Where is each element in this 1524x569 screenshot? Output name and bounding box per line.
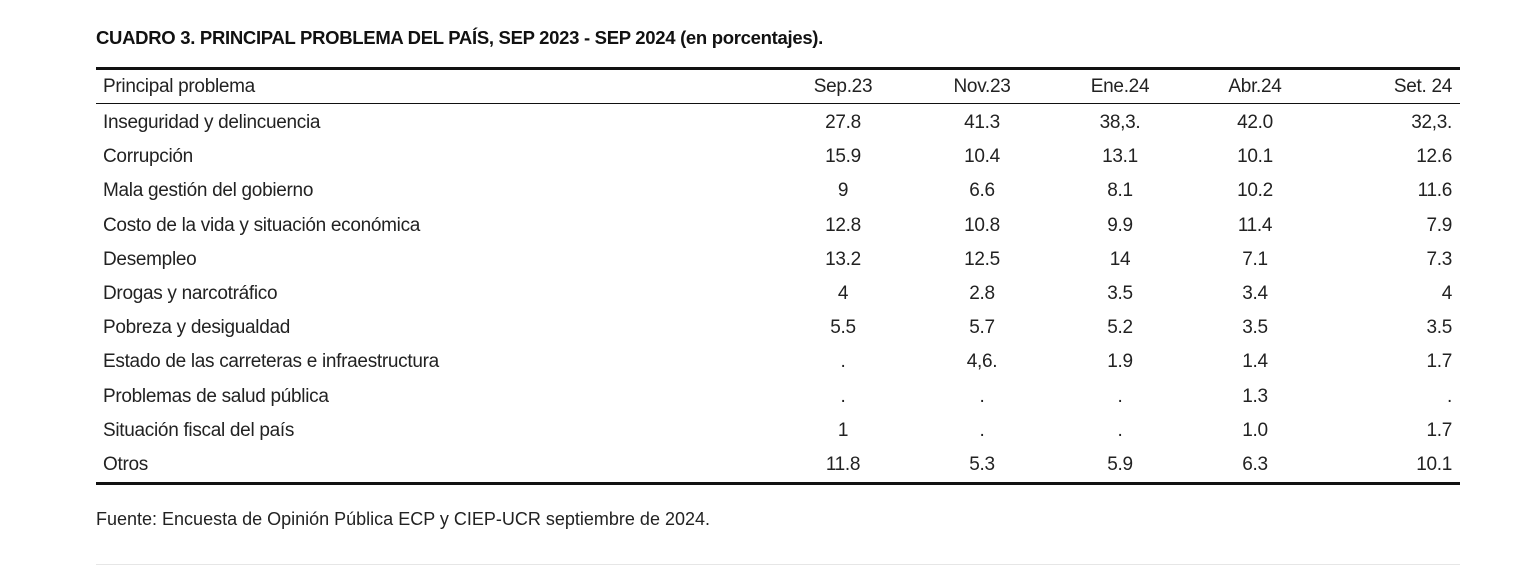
cell: 5.9 [1107, 454, 1133, 475]
cell: . [840, 385, 846, 407]
cell: 3.5 [1426, 317, 1452, 339]
cell: 9 [837, 180, 849, 202]
cell: 10.1 [1237, 146, 1273, 168]
cell: 15.9 [825, 146, 861, 168]
row-label: Estado de las carreteras e infraestructu… [103, 351, 439, 373]
cell: . [979, 385, 985, 407]
column-header: Sep.23 [813, 76, 873, 97]
cell: 1 [837, 419, 849, 441]
cell: 1.4 [1242, 351, 1268, 373]
row-label: Costo de la vida y situación económica [103, 214, 421, 236]
cell: 9.9 [1107, 214, 1133, 236]
row-label: Inseguridad y delincuencia [103, 112, 321, 133]
cell: 1.0 [1242, 419, 1268, 441]
table-title: CUADRO 3. PRINCIPAL PROBLEMA DEL PAÍS, S… [96, 27, 824, 48]
footnote: Fuente: Encuesta de Opinión Pública ECP … [96, 509, 710, 529]
cell: 11.8 [825, 454, 861, 475]
row-label: Pobreza y desigualdad [103, 317, 291, 339]
row-label: Corrupción [103, 146, 193, 168]
cell: . [840, 351, 846, 373]
cell: 5.7 [969, 317, 995, 339]
cell: 12.5 [964, 248, 1000, 270]
bottom-rule [96, 482, 1460, 485]
cell: 13.1 [1102, 146, 1138, 168]
row-label: Situación fiscal del país [103, 419, 295, 441]
cell: 12.6 [1416, 146, 1452, 168]
row-label: Otros [103, 454, 148, 475]
cell: 4,6. [966, 351, 998, 373]
cell: 2.8 [969, 283, 995, 304]
column-header: Set. 24 [1393, 76, 1452, 97]
cell: 10.2 [1237, 180, 1273, 202]
cell: . [1117, 419, 1123, 441]
cell: 13.2 [825, 248, 861, 270]
header-rule [96, 103, 1460, 104]
cell: . [979, 419, 985, 441]
cell: 3.4 [1242, 283, 1268, 304]
cell: 5.2 [1107, 317, 1133, 339]
cell: 10.1 [1416, 454, 1452, 475]
row-label: Desempleo [103, 248, 197, 270]
cell: 7.9 [1426, 214, 1452, 236]
cell: . [1447, 385, 1452, 407]
cell: 12.8 [825, 214, 861, 236]
cell: 7.3 [1426, 248, 1452, 270]
cell: 8.1 [1107, 180, 1133, 202]
cell: 11.4 [1237, 214, 1273, 236]
cell: 5.5 [830, 317, 856, 339]
cell: 7.1 [1242, 248, 1268, 270]
cell: 42.0 [1237, 112, 1273, 133]
row-label: Mala gestión del gobierno [103, 180, 314, 202]
column-header: Abr.24 [1228, 76, 1282, 97]
column-header: Nov.23 [953, 76, 1011, 97]
cell: 4 [1441, 283, 1453, 304]
cell: 6.3 [1242, 454, 1268, 475]
column-header: Ene.24 [1090, 76, 1150, 97]
cell: 1.7 [1426, 419, 1452, 441]
cell: 3.5 [1107, 283, 1133, 304]
cell: 1.3 [1242, 385, 1268, 407]
cell: 1.9 [1107, 351, 1133, 373]
cell: 41.3 [964, 112, 1000, 133]
cell: 10.4 [964, 146, 1000, 168]
row-label: Problemas de salud pública [103, 385, 329, 407]
cell: 38,3. [1099, 112, 1141, 133]
cell: 1.7 [1426, 351, 1452, 373]
cell: 4 [837, 283, 849, 304]
cell: 10.8 [964, 214, 1000, 236]
cell: 11.6 [1417, 180, 1453, 202]
separator [96, 564, 1460, 565]
cell: . [1117, 385, 1123, 407]
cell: 6.6 [969, 180, 995, 202]
cell: 5.3 [969, 454, 995, 475]
cell: 32,3. [1411, 112, 1452, 133]
cell: 27.8 [825, 112, 861, 133]
top-rule [96, 67, 1460, 70]
row-label: Drogas y narcotráfico [103, 283, 278, 304]
column-header: Principal problema [103, 76, 255, 97]
cell: 14 [1109, 248, 1131, 270]
cell: 3.5 [1242, 317, 1268, 339]
